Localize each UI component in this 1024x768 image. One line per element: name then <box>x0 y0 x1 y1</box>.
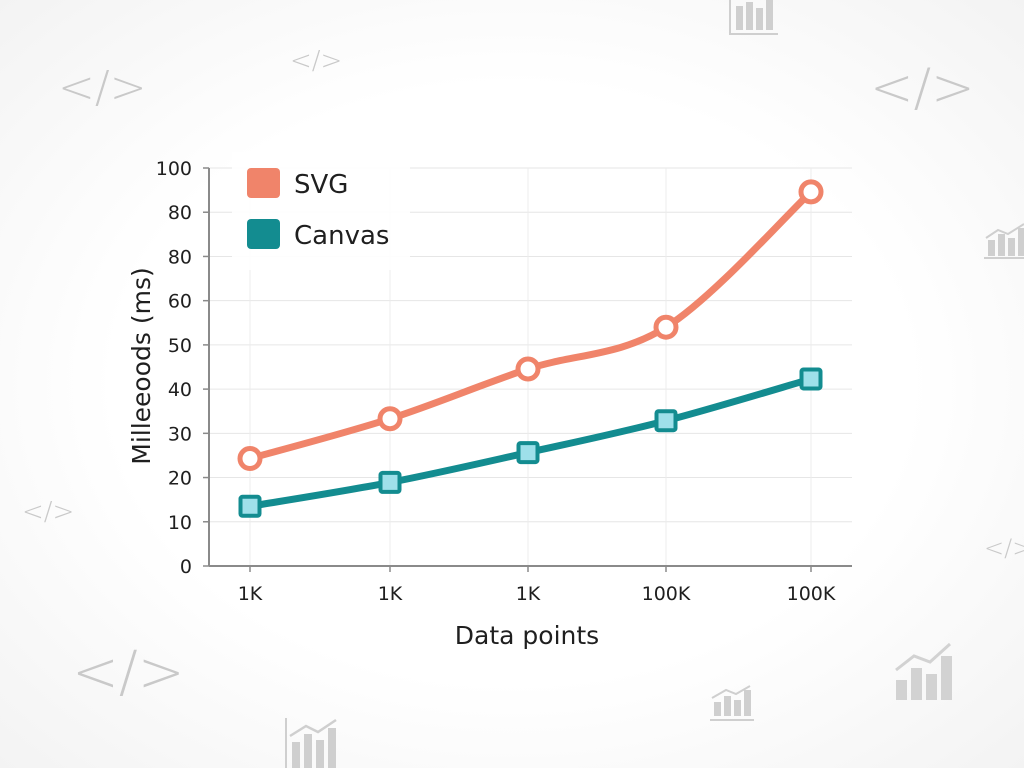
x-axis-ticks: 1K 1K 1K 100K 100K <box>238 566 836 605</box>
y-tick-label: 0 <box>180 556 192 578</box>
legend-swatch-canvas <box>247 219 280 249</box>
data-point-svg <box>237 446 263 472</box>
data-point-canvas <box>238 494 262 518</box>
data-point-canvas <box>654 409 678 433</box>
legend-label-canvas: Canvas <box>294 221 389 251</box>
legend-label-svg: SVG <box>294 170 348 200</box>
code-icon: </> <box>72 640 185 705</box>
x-axis-title: Data points <box>455 621 599 650</box>
data-point-svg <box>653 314 679 340</box>
x-tick-label: 1K <box>378 583 403 605</box>
y-axis-title: Milleeoods (ms) <box>127 267 156 465</box>
axes <box>208 168 852 567</box>
y-tick-label: 80 <box>168 202 192 224</box>
series-svg <box>237 179 824 472</box>
legend-swatch-svg <box>247 168 280 198</box>
series-canvas <box>238 367 823 518</box>
x-tick-label: 1K <box>516 583 541 605</box>
y-axis-ticks: 0 10 20 30 40 50 60 80 80 100 <box>156 158 209 578</box>
data-point-svg <box>798 179 824 205</box>
x-tick-label: 100K <box>642 583 691 605</box>
bar-chart-icon <box>710 685 754 721</box>
data-point-svg <box>377 406 403 432</box>
code-icon: </> <box>984 534 1024 562</box>
data-point-canvas <box>516 441 540 465</box>
series-group <box>237 179 824 518</box>
y-tick-label: 100 <box>156 158 192 180</box>
y-tick-label: 80 <box>168 246 192 268</box>
data-point-svg <box>515 356 541 382</box>
y-tick-label: 50 <box>168 335 192 357</box>
legend: SVG Canvas <box>232 152 410 270</box>
x-tick-label: 1K <box>238 583 263 605</box>
bar-chart-icon <box>984 223 1024 259</box>
x-tick-label: 100K <box>787 583 836 605</box>
code-icon: </> <box>22 497 75 527</box>
y-tick-label: 60 <box>168 291 192 313</box>
y-tick-label: 10 <box>168 512 192 534</box>
data-point-canvas <box>799 367 823 391</box>
code-icon: </> <box>290 46 343 76</box>
y-tick-label: 20 <box>168 468 192 490</box>
data-point-canvas <box>378 470 402 494</box>
code-icon: </> <box>870 58 975 118</box>
code-icon: </> <box>58 62 147 113</box>
bar-chart-icon <box>895 642 952 700</box>
y-tick-label: 40 <box>168 379 192 401</box>
bar-chart-icon <box>285 718 337 768</box>
y-tick-label: 30 <box>168 423 192 445</box>
bar-chart-icon <box>729 0 778 35</box>
